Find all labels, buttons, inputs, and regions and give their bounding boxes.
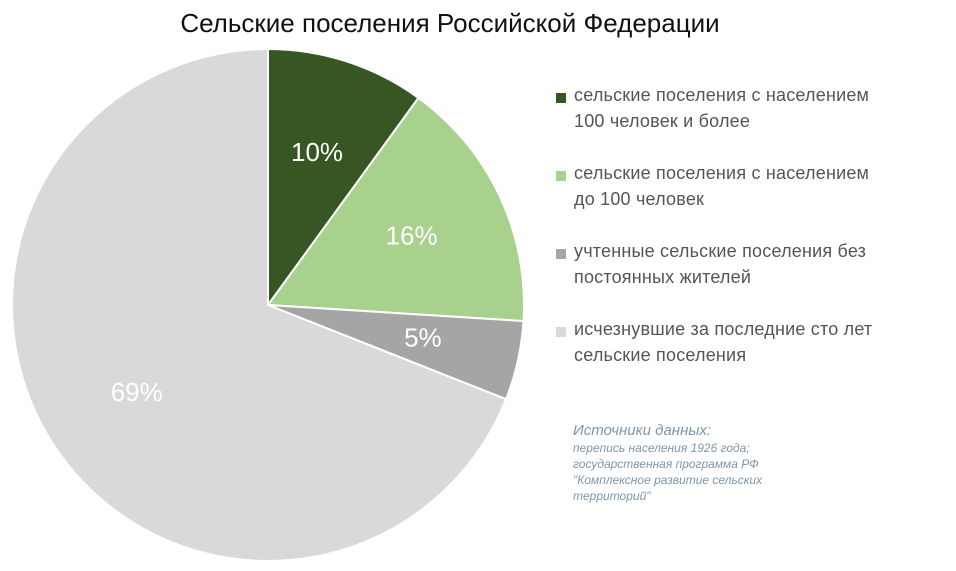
slice-value-label: 10% (291, 137, 343, 167)
legend-label-line: сельские поселения с населением (574, 163, 870, 183)
slice-value-label: 5% (404, 322, 442, 352)
legend-label: сельские поселения с населением 100 чело… (574, 82, 904, 134)
chart-title: Сельские поселения Российской Федерации (180, 8, 720, 38)
pie-chart: 10% 16% 5% 69% (11, 47, 525, 562)
legend-swatch (556, 249, 566, 259)
chart-legend: сельские поселения с населением 100 чело… (556, 82, 946, 394)
source-line: государственная программа РФ (573, 457, 759, 471)
slice-disappeared (11, 47, 508, 562)
legend-label: исчезнувшие за последние сто лет сельски… (574, 316, 904, 368)
legend-item-under-100: сельские поселения с населением до 100 ч… (556, 160, 946, 238)
legend-label-line: до 100 человек (574, 189, 705, 209)
source-line: "Комплексное развитие сельских (573, 473, 763, 487)
data-sources-note: Источники данных: перепись населения 192… (573, 422, 833, 504)
legend-label: учтенные сельские поселения без постоянн… (574, 238, 904, 290)
legend-swatch (556, 171, 566, 181)
legend-label: сельские поселения с населением до 100 ч… (574, 160, 904, 212)
legend-swatch (556, 93, 566, 103)
pie-slice-labels: 10% 16% 5% 69% (111, 137, 442, 407)
legend-label-line: сельские поселения с населением (574, 85, 870, 105)
legend-label-line: исчезнувшие за последние сто лет (574, 319, 873, 339)
legend-label-line: учтенные сельские поселения без (574, 241, 867, 261)
legend-label-line: сельские поселения (574, 345, 747, 365)
sources-title: Источники данных: (573, 422, 712, 439)
legend-item-no-residents: учтенные сельские поселения без постоянн… (556, 238, 946, 316)
slice-value-label: 16% (386, 220, 438, 250)
source-line: перепись населения 1926 года; (573, 441, 750, 455)
slice-100-plus (267, 47, 420, 309)
legend-label-line: постоянных жителей (574, 267, 752, 287)
legend-label-line: 100 человек и более (574, 111, 751, 131)
source-line: территорий" (573, 489, 651, 503)
slice-under-100 (266, 96, 525, 323)
pie-slices (11, 47, 525, 562)
legend-item-disappeared: исчезнувшие за последние сто лет сельски… (556, 316, 946, 394)
slice-value-label: 69% (111, 377, 163, 407)
legend-swatch (556, 327, 566, 337)
legend-item-100-plus: сельские поселения с населением 100 чело… (556, 82, 946, 160)
